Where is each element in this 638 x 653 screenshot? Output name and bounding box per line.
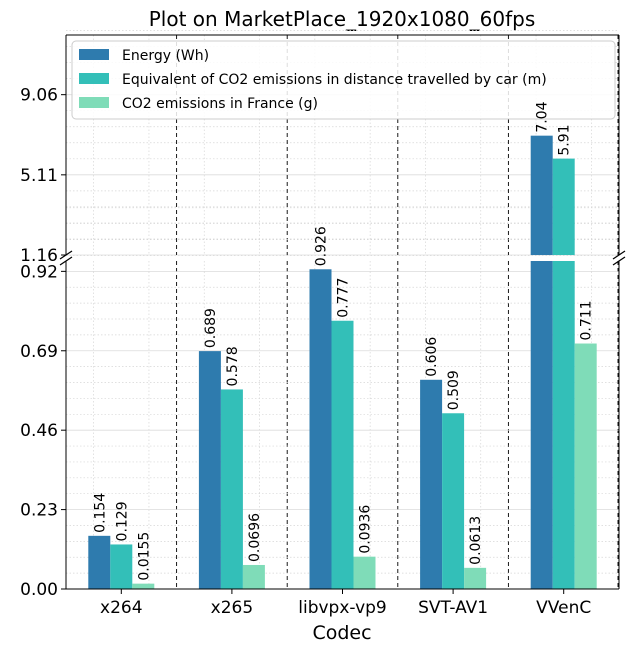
- y-tick-label: 0.92: [20, 262, 58, 282]
- legend-swatch: [79, 49, 109, 60]
- axis-break-mark: [612, 250, 626, 260]
- bar-x264-0: [88, 535, 111, 589]
- legend: Energy (Wh) Equivalent of CO2 emissions i…: [71, 40, 616, 120]
- x-axis-ticks: x264 x265 libvpx-vp9 SVT-AV1 VVenC: [100, 589, 591, 618]
- y-tick-label: 1.16: [20, 246, 58, 266]
- bar-value-label: 0.0613: [468, 516, 484, 565]
- bar-x264-1: [110, 544, 133, 589]
- y-tick-label: 5.11: [20, 166, 58, 186]
- bar-value-label: 0.154: [92, 493, 108, 533]
- legend-label: Equivalent of CO2 emissions in distance …: [122, 72, 547, 88]
- y-axis-ticks: 1.16 5.11 9.06 0.00 0.23 0.46 0.69 0.92: [20, 86, 66, 600]
- legend-swatch: [79, 97, 109, 108]
- bar-value-label: 0.711: [579, 300, 595, 340]
- x-tick-label-x265: x265: [211, 598, 254, 618]
- bar-value-label: 0.0936: [358, 505, 374, 554]
- bar-value-label: 0.606: [424, 337, 440, 377]
- y-tick-label: 0.69: [20, 342, 58, 362]
- x-tick-label-VVenC: VVenC: [536, 598, 591, 618]
- bar-upper-VVenC-1: [552, 158, 575, 255]
- legend-label: CO2 emissions in France (g): [122, 96, 318, 112]
- x-tick-label-x264: x264: [100, 598, 143, 618]
- bar-x265-2: [242, 564, 265, 589]
- bar-x265-1: [220, 389, 243, 589]
- bar-value-label: 0.578: [225, 346, 241, 386]
- axis-break-mark: [612, 256, 626, 266]
- x-tick-label-libvpx-vp9: libvpx-vp9: [298, 598, 387, 618]
- bar-x265-0: [198, 351, 221, 589]
- bar-labels: 0.154 0.129 0.0155 0.689 0.578 0.0696 0.926 0.7…: [92, 101, 594, 580]
- legend-swatch: [79, 73, 109, 84]
- bars: [88, 135, 597, 589]
- bar-VVenC-0: [530, 261, 553, 589]
- axes-frame: [59, 34, 626, 590]
- bar-SVT-AV1-0: [420, 379, 443, 589]
- bar-VVenC-1: [552, 261, 575, 589]
- y-tick-label: 0.46: [20, 421, 58, 441]
- bar-value-label: 0.777: [336, 278, 352, 318]
- chart-title: Plot on MarketPlace_1920x1080_60fps: [149, 7, 535, 31]
- bar-upper-VVenC-0: [530, 135, 553, 255]
- bar-value-label: 0.509: [446, 370, 462, 410]
- bar-value-label: 0.129: [114, 501, 130, 541]
- axis-break-mark: [59, 256, 73, 266]
- legend-box: [71, 40, 616, 120]
- legend-label: Energy (Wh): [122, 48, 209, 64]
- bar-libvpx-vp9-2: [353, 556, 376, 589]
- x-axis-title: Codec: [312, 622, 371, 644]
- bar-SVT-AV1-1: [442, 413, 465, 589]
- y-tick-label: 9.06: [20, 86, 58, 106]
- x-tick-label-SVT-AV1: SVT-AV1: [418, 598, 488, 618]
- y-tick-label: 0.23: [20, 501, 58, 521]
- bar-VVenC-2: [574, 343, 597, 589]
- bar-SVT-AV1-2: [464, 567, 487, 589]
- bar-libvpx-vp9-1: [331, 320, 354, 589]
- y-tick-label: 0.00: [20, 580, 58, 600]
- bar-value-label: 0.0155: [136, 532, 152, 581]
- bar-value-label: 0.926: [314, 226, 330, 266]
- bar-value-label: 7.04: [535, 101, 551, 132]
- bar-value-label: 0.689: [203, 308, 219, 348]
- bar-x264-2: [132, 583, 155, 589]
- bar-value-label: 5.91: [557, 124, 573, 155]
- bar-value-label: 0.0696: [247, 513, 263, 562]
- bar-libvpx-vp9-0: [309, 269, 332, 589]
